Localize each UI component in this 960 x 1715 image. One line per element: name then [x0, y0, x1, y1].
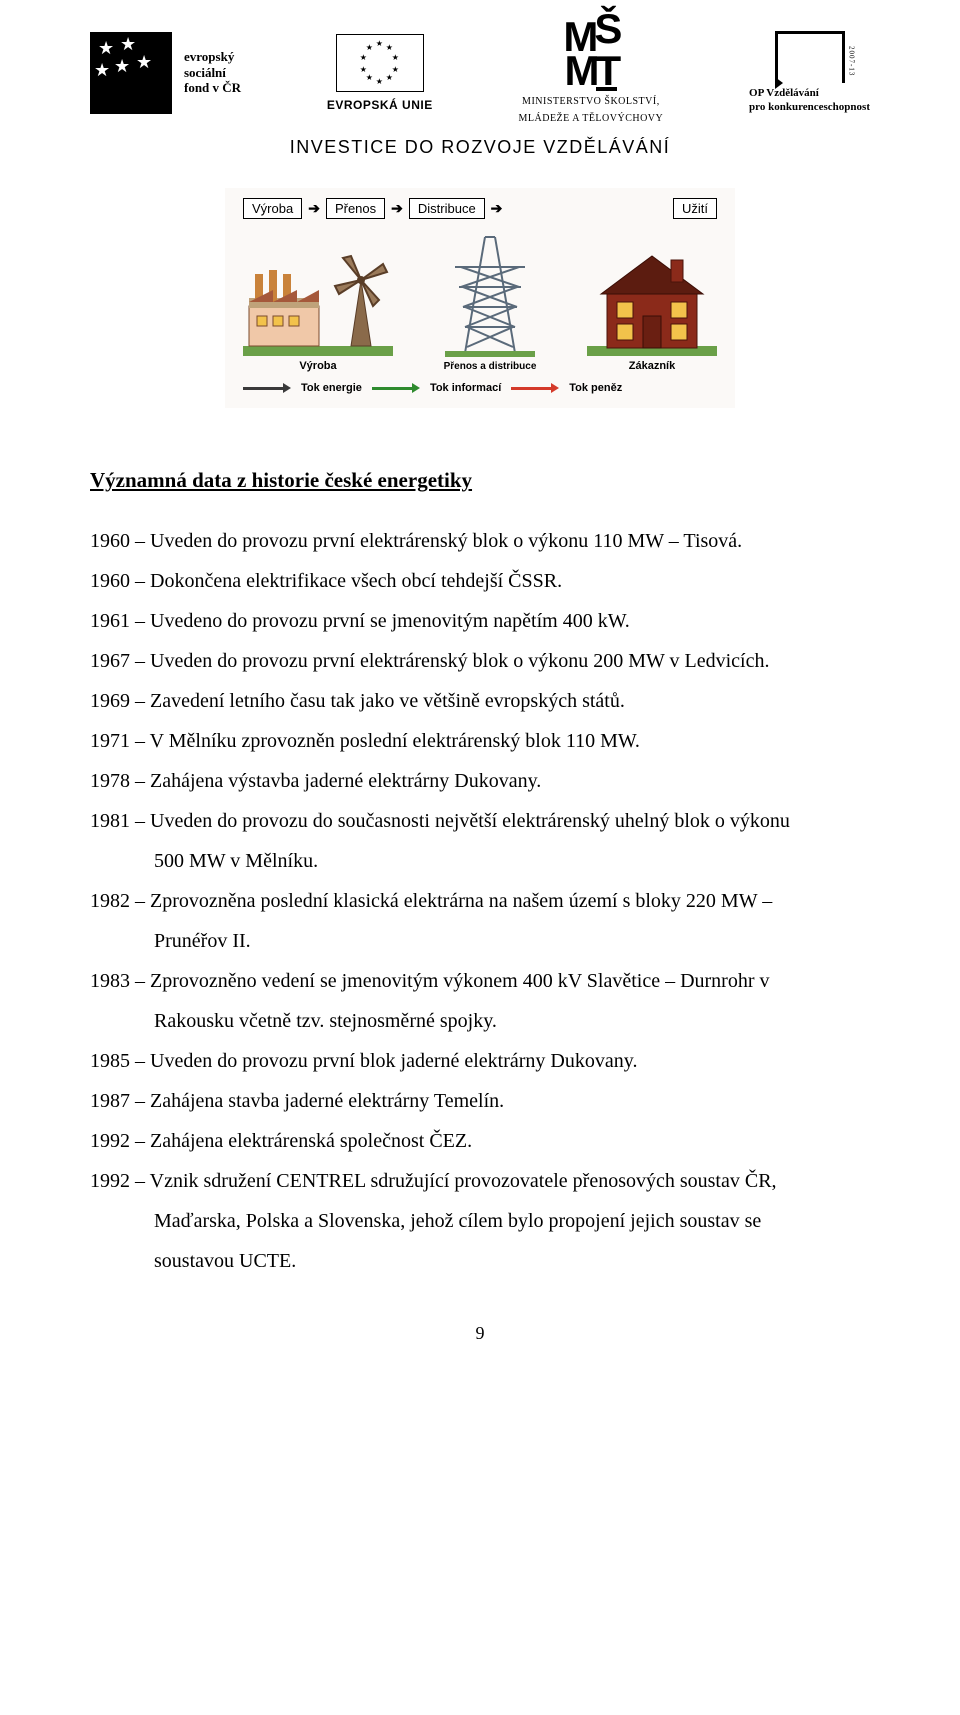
timeline-item-6: 1978 – Zahájena výstavba jaderné elektrá…: [90, 761, 870, 801]
timeline-item-10: 1985 – Uveden do provozu první blok jade…: [90, 1041, 870, 1081]
factory-caption: Výroba: [299, 360, 336, 372]
chain-box-0: Výroba: [243, 198, 302, 219]
house-icon: Zákazník: [587, 246, 717, 372]
timeline-item-2: 1961 – Uvedeno do provozu první se jmeno…: [90, 601, 870, 641]
logo-eu: ★ ★ ★ ★ ★ ★ ★ ★ ★ ★ EVROPSKÁ UNIE: [327, 34, 433, 112]
diagram-legend: Tok energie Tok informací Tok peněz: [237, 382, 723, 394]
msmt-text-1: MINISTERSTVO ŠKOLSTVÍ,: [519, 95, 664, 108]
timeline-item-11: 1987 – Zahájena stavba jaderné elektrárn…: [90, 1081, 870, 1121]
esf-text: evropský sociální fond v ČR: [184, 49, 241, 96]
legend-tri-0: [283, 383, 291, 393]
opvk-line2: pro konkurenceschopnost: [749, 101, 870, 114]
timeline-item-5: 1971 – V Mělníku zprovozněn poslední ele…: [90, 721, 870, 761]
document-page: ★ ★ ★ ★ ★ evropský sociální fond v ČR ★ …: [0, 0, 960, 1384]
page-number: 9: [90, 1323, 870, 1344]
timeline-item-13-cont: Maďarska, Polska a Slovenska, jehož cíle…: [90, 1201, 870, 1241]
legend-arrow-2: [511, 383, 559, 393]
opvk-line1: OP Vzdělávání: [749, 87, 870, 100]
esf-line3: fond v ČR: [184, 80, 241, 96]
timeline-item-4: 1969 – Zavedení letního času tak jako ve…: [90, 681, 870, 721]
chain-box-2: Distribuce: [409, 198, 485, 219]
legend-label-1: Tok informací: [430, 382, 501, 394]
diagram-icons: Výroba: [237, 227, 723, 372]
esf-flag-icon: ★ ★ ★ ★ ★: [90, 32, 172, 114]
msmt-logo-icon: MŠ MT: [519, 20, 664, 91]
timeline-item-13-cont: soustavou UCTE.: [90, 1241, 870, 1281]
timeline-item-8-cont: Prunéřov II.: [90, 921, 870, 961]
legend-arrow-1: [372, 383, 420, 393]
legend-tri-2: [551, 383, 559, 393]
header-logos: ★ ★ ★ ★ ★ evropský sociální fond v ČR ★ …: [90, 20, 870, 125]
timeline-item-13: 1992 – Vznik sdružení CENTREL sdružující…: [90, 1161, 870, 1201]
timeline-list: 1960 – Uveden do provozu první elektráre…: [90, 521, 870, 1281]
esf-line2: sociální: [184, 65, 241, 81]
logo-msmt: MŠ MT MINISTERSTVO ŠKOLSTVÍ, MLÁDEŽE A T…: [519, 20, 664, 125]
legend-line-0: [243, 387, 283, 390]
legend-line-2: [511, 387, 551, 390]
timeline-item-1: 1960 – Dokončena elektrifikace všech obc…: [90, 561, 870, 601]
legend-line-1: [372, 387, 412, 390]
investice-tagline: INVESTICE DO ROZVOJE VZDĚLÁVÁNÍ: [90, 137, 870, 158]
factory-icon: Výroba: [243, 246, 393, 372]
chain-arrow: ➔: [491, 200, 503, 217]
eu-flag-icon: ★ ★ ★ ★ ★ ★ ★ ★ ★ ★: [336, 34, 424, 92]
opvk-years: 2007-13: [848, 46, 856, 76]
esf-line1: evropský: [184, 49, 241, 65]
legend-arrow-0: [243, 383, 291, 393]
legend-tri-1: [412, 383, 420, 393]
house-caption: Zákazník: [629, 360, 675, 372]
logo-opvk: 2007-13 OP Vzdělávání pro konkurencescho…: [749, 31, 870, 113]
energy-flow-diagram: Výroba ➔ Přenos ➔ Distribuce ➔ Užití: [225, 188, 735, 408]
legend-label-2: Tok peněz: [569, 382, 622, 394]
logo-esf: ★ ★ ★ ★ ★ evropský sociální fond v ČR: [90, 32, 241, 114]
timeline-item-9: 1983 – Zprovozněno vedení se jmenovitým …: [90, 961, 870, 1001]
legend-label-0: Tok energie: [301, 382, 362, 394]
timeline-item-0: 1960 – Uveden do provozu první elektráre…: [90, 521, 870, 561]
chain-row: Výroba ➔ Přenos ➔ Distribuce ➔ Užití: [237, 198, 723, 219]
chain-box-1: Přenos: [326, 198, 385, 219]
timeline-item-7: 1981 – Uveden do provozu do současnosti …: [90, 801, 870, 841]
msmt-text-2: MLÁDEŽE A TĚLOVÝCHOVY: [519, 112, 664, 125]
chain-arrow: ➔: [308, 200, 320, 217]
eu-label: EVROPSKÁ UNIE: [327, 98, 433, 112]
timeline-item-8: 1982 – Zprovozněna poslední klasická ele…: [90, 881, 870, 921]
tower-caption: Přenos a distribuce: [444, 361, 537, 372]
section-title: Významná data z historie české energetik…: [90, 468, 870, 493]
timeline-item-12: 1992 – Zahájena elektrárenská společnost…: [90, 1121, 870, 1161]
chain-box-3: Užití: [673, 198, 717, 219]
timeline-item-9-cont: Rakousku včetně tzv. stejnosměrné spojky…: [90, 1001, 870, 1041]
timeline-item-3: 1967 – Uveden do provozu první elektráre…: [90, 641, 870, 681]
timeline-item-7-cont: 500 MW v Mělníku.: [90, 841, 870, 881]
tower-icon: Přenos a distribuce: [435, 227, 545, 372]
opvk-shape-icon: 2007-13: [775, 31, 845, 83]
chain-arrow: ➔: [391, 200, 403, 217]
